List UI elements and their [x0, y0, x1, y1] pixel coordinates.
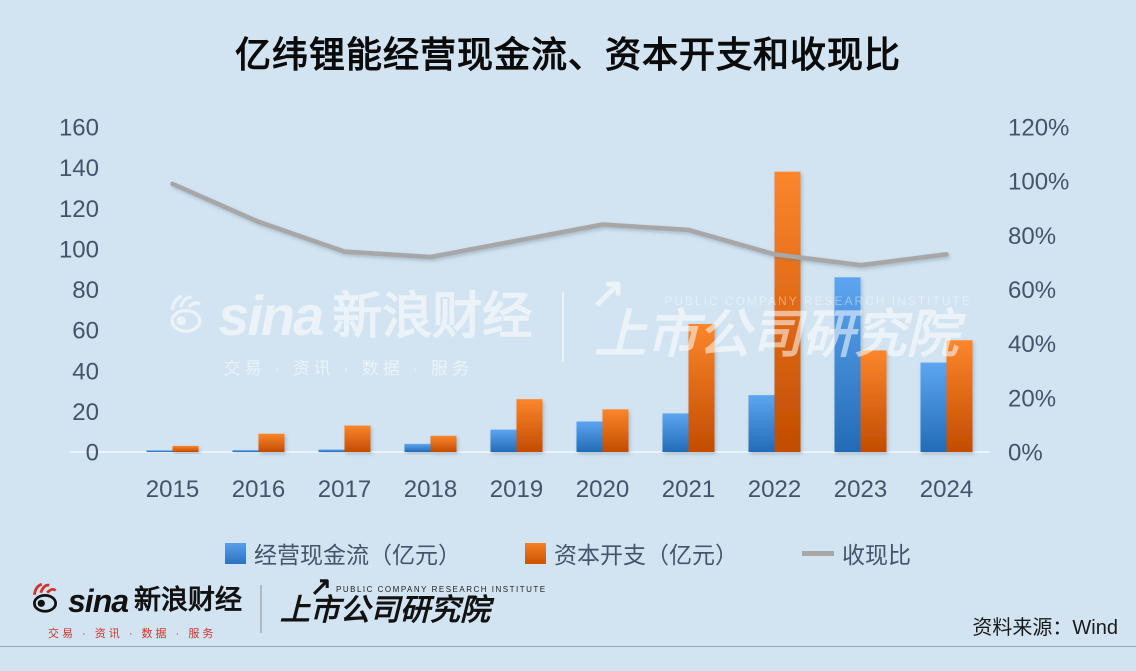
legend-item-operating-cash-flow: 经营现金流（亿元） [225, 536, 461, 570]
footer-sina-word: sina [68, 582, 129, 619]
bar-2022-series0 [748, 395, 775, 452]
footer-sina-tagline: 交易 · 资讯 · 数据 · 服务 [48, 628, 217, 640]
left-axis-tick-label: 40 [72, 358, 99, 385]
bar-2015-series1 [172, 445, 199, 452]
left-axis-tick-label: 160 [59, 115, 99, 142]
x-axis-label-2022: 2022 [748, 476, 801, 503]
legend-label-operating-cash-flow: 经营现金流（亿元） [254, 542, 461, 568]
footer-vertical-divider [260, 585, 263, 633]
legend-swatch-orange [525, 542, 546, 564]
bar-2018-series1 [430, 435, 457, 452]
bar-2023-series1 [860, 350, 887, 452]
x-axis-label-2019: 2019 [490, 476, 543, 503]
right-axis-tick-label: 20% [1008, 385, 1056, 412]
x-axis-label-2015: 2015 [146, 476, 199, 503]
right-axis-tick-label: 40% [1008, 331, 1056, 358]
bar-2015-series0 [146, 450, 173, 452]
bar-2020-series1 [602, 409, 629, 452]
legend-swatch-line [802, 550, 834, 556]
left-axis-tick-label: 20 [72, 399, 99, 426]
bar-2018-series0 [404, 443, 431, 452]
bar-2017-series1 [344, 425, 371, 452]
x-axis-label-2023: 2023 [834, 476, 887, 503]
bar-2023-series0 [834, 277, 861, 452]
bar-2022-series1 [774, 171, 801, 452]
x-axis-label-2018: 2018 [404, 476, 457, 503]
bar-2021-series0 [662, 413, 689, 452]
footer-sina-block: sina 新浪财经 交易 · 资讯 · 数据 · 服务 [28, 582, 243, 641]
bar-2020-series0 [576, 421, 603, 452]
bar-2017-series0 [318, 449, 345, 452]
footer-institute-block: PUBLIC COMPANY RESEARCH INSTITUTE 上市公司研究… [280, 571, 547, 627]
cash-ratio-line [170, 181, 949, 268]
left-axis-tick-label: 60 [72, 318, 99, 345]
right-axis-tick-label: 80% [1008, 223, 1056, 250]
bar-2024-series1 [946, 340, 973, 452]
footer-divider-line [0, 646, 1136, 647]
footer-arrow-icon: ↗ [310, 571, 332, 601]
data-source-note: 资料来源：Wind [972, 617, 1118, 639]
chart-title: 亿纬锂能经营现金流、资本开支和收现比 [234, 34, 901, 75]
bar-2021-series1 [688, 324, 715, 452]
footer-institute-name: 上市公司研究院 [280, 594, 491, 627]
bar-2016-series1 [258, 433, 285, 452]
right-axis-tick-label: 60% [1008, 277, 1056, 304]
x-axis-label-2020: 2020 [576, 476, 629, 503]
left-axis-tick-label: 140 [59, 155, 99, 182]
left-axis-tick-label: 120 [59, 196, 99, 223]
legend-item-cash-ratio: 收现比 [802, 536, 911, 570]
x-axis-label-2024: 2024 [920, 476, 973, 503]
footer-logo-block: sina 新浪财经 交易 · 资讯 · 数据 · 服务 PUBLIC COMPA… [28, 571, 547, 641]
bar-2024-series0 [920, 362, 947, 452]
bar-2016-series0 [232, 450, 259, 452]
x-axis-label-2021: 2021 [662, 476, 715, 503]
right-axis-tick-label: 120% [1008, 115, 1069, 142]
legend-item-capex: 资本开支（亿元） [525, 536, 738, 570]
right-axis-tick-label: 100% [1008, 169, 1069, 196]
legend-swatch-blue [225, 542, 246, 564]
sina-eye-icon [28, 582, 62, 618]
footer-sina-name: 新浪财经 [134, 585, 243, 615]
x-axis-label-2017: 2017 [318, 476, 371, 503]
chart-legend: 经营现金流（亿元） 资本开支（亿元） 收现比 [0, 536, 1136, 570]
left-axis-tick-label: 0 [86, 440, 99, 467]
right-axis-tick-label: 0% [1008, 440, 1043, 467]
x-axis-label-2016: 2016 [232, 476, 285, 503]
bar-2019-series1 [516, 399, 543, 452]
bar-2019-series0 [490, 429, 517, 452]
footer-institute-en: PUBLIC COMPANY RESEARCH INSTITUTE [336, 585, 547, 594]
legend-label-capex: 资本开支（亿元） [554, 542, 738, 568]
legend-label-cash-ratio: 收现比 [842, 542, 911, 568]
left-axis-tick-label: 100 [59, 236, 99, 263]
left-axis-tick-label: 80 [72, 277, 99, 304]
